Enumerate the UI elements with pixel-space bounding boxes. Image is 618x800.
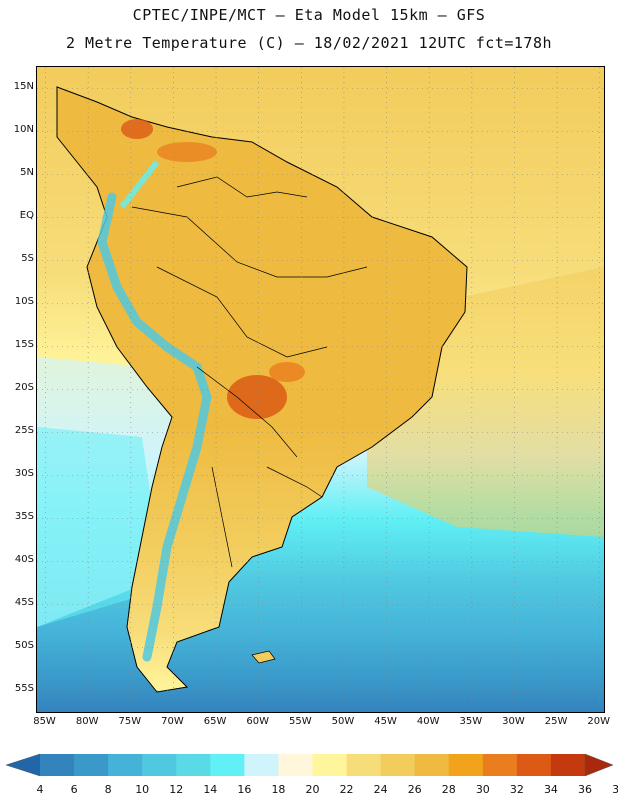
andes-cold-line <box>97 192 212 662</box>
colorbar-segment <box>312 754 348 776</box>
colorbar-label: 18 <box>271 783 286 796</box>
colorbar-label: 14 <box>203 783 218 796</box>
lon-label: 60W <box>246 716 269 727</box>
lat-label: EQ <box>19 209 34 221</box>
colorbar-segment <box>108 754 143 776</box>
colorbar-label: 26 <box>407 783 422 796</box>
colorbar-label: 12 <box>169 783 184 796</box>
colorbar-label: 6 <box>70 783 78 796</box>
lat-label: 50S <box>14 639 34 651</box>
hot-spot-colombia <box>121 119 153 139</box>
falkland-islands <box>251 650 276 664</box>
hot-spot-pantanal <box>269 362 305 382</box>
lat-label: 10S <box>14 295 34 307</box>
colorbar-label: 34 <box>543 783 558 796</box>
andes-north-cold <box>119 160 160 209</box>
colorbar-label: 8 <box>104 783 112 796</box>
lon-label: 85W <box>33 716 56 727</box>
colorbar-segment <box>176 754 211 776</box>
lon-label: 80W <box>75 716 99 727</box>
chart-title-line1: CPTEC/INPE/MCT – Eta Model 15km – GFS <box>132 6 486 24</box>
lon-label: 65W <box>203 716 227 727</box>
colorbar-label: 38 <box>612 783 618 796</box>
hot-spot-venezuela <box>157 142 217 162</box>
lat-label: 30S <box>14 467 34 479</box>
colorbar-segment <box>278 754 313 776</box>
colorbar-arrow-high <box>584 753 614 777</box>
colorbar-label: 16 <box>237 783 252 796</box>
lat-label: 35S <box>14 510 34 522</box>
colorbar-segment <box>482 754 518 776</box>
colorbar-segment <box>142 754 177 776</box>
colorbar-label: 28 <box>441 783 456 796</box>
colorbar-label: 30 <box>475 783 490 796</box>
lon-label: 40W <box>416 716 440 727</box>
map-svg <box>37 67 604 712</box>
colorbar-segment <box>380 754 416 776</box>
lat-label: 25S <box>14 424 34 436</box>
lon-label: 70W <box>161 716 184 727</box>
colorbar-segment <box>244 754 279 776</box>
lat-label: 5N <box>20 166 34 178</box>
lon-label: 20W <box>587 716 611 727</box>
lat-label: 40S <box>14 553 34 565</box>
colorbar-svg <box>5 753 614 777</box>
country-borders <box>131 176 368 568</box>
colorbar-segment <box>74 754 109 776</box>
colorbar-label: 32 <box>509 783 524 796</box>
colorbar-segment <box>550 754 586 776</box>
lat-label: 55S <box>14 682 34 694</box>
pacific-cold-band <box>37 427 152 627</box>
colorbar-arrow-low <box>5 753 41 777</box>
colorbar-segment <box>210 754 245 776</box>
lon-label: 55W <box>289 716 312 727</box>
lon-label: 50W <box>331 716 355 727</box>
colorbar-label: 20 <box>305 783 320 796</box>
colorbar-label: 22 <box>339 783 354 796</box>
colorbar-label: 4 <box>36 783 44 796</box>
colorbar-label: 36 <box>578 783 592 796</box>
lon-label: 45W <box>374 716 397 727</box>
lat-label: 20S <box>14 381 34 393</box>
lat-label: 5S <box>21 252 34 264</box>
lon-label: 35W <box>459 716 483 727</box>
lat-label: 15N <box>13 80 34 92</box>
colorbar-segment <box>448 754 484 776</box>
lon-label: 25W <box>544 716 568 727</box>
lat-label: 45S <box>14 596 34 608</box>
colorbar-label: 10 <box>135 783 150 796</box>
hot-spot-chaco <box>227 375 287 419</box>
colorbar <box>0 750 618 800</box>
lon-label: 30W <box>502 716 525 727</box>
colorbar-segment <box>346 754 382 776</box>
colorbar-segment <box>414 754 450 776</box>
temperature-map <box>36 66 605 713</box>
lat-label: 15S <box>14 338 34 350</box>
colorbar-segment <box>40 754 75 776</box>
colorbar-label: 24 <box>373 783 388 796</box>
chart-title-line2: 2 Metre Temperature (C) – 18/02/2021 12U… <box>65 34 553 52</box>
lat-label: 10N <box>13 123 34 135</box>
lon-label: 75W <box>118 716 142 727</box>
colorbar-segment <box>516 754 552 776</box>
